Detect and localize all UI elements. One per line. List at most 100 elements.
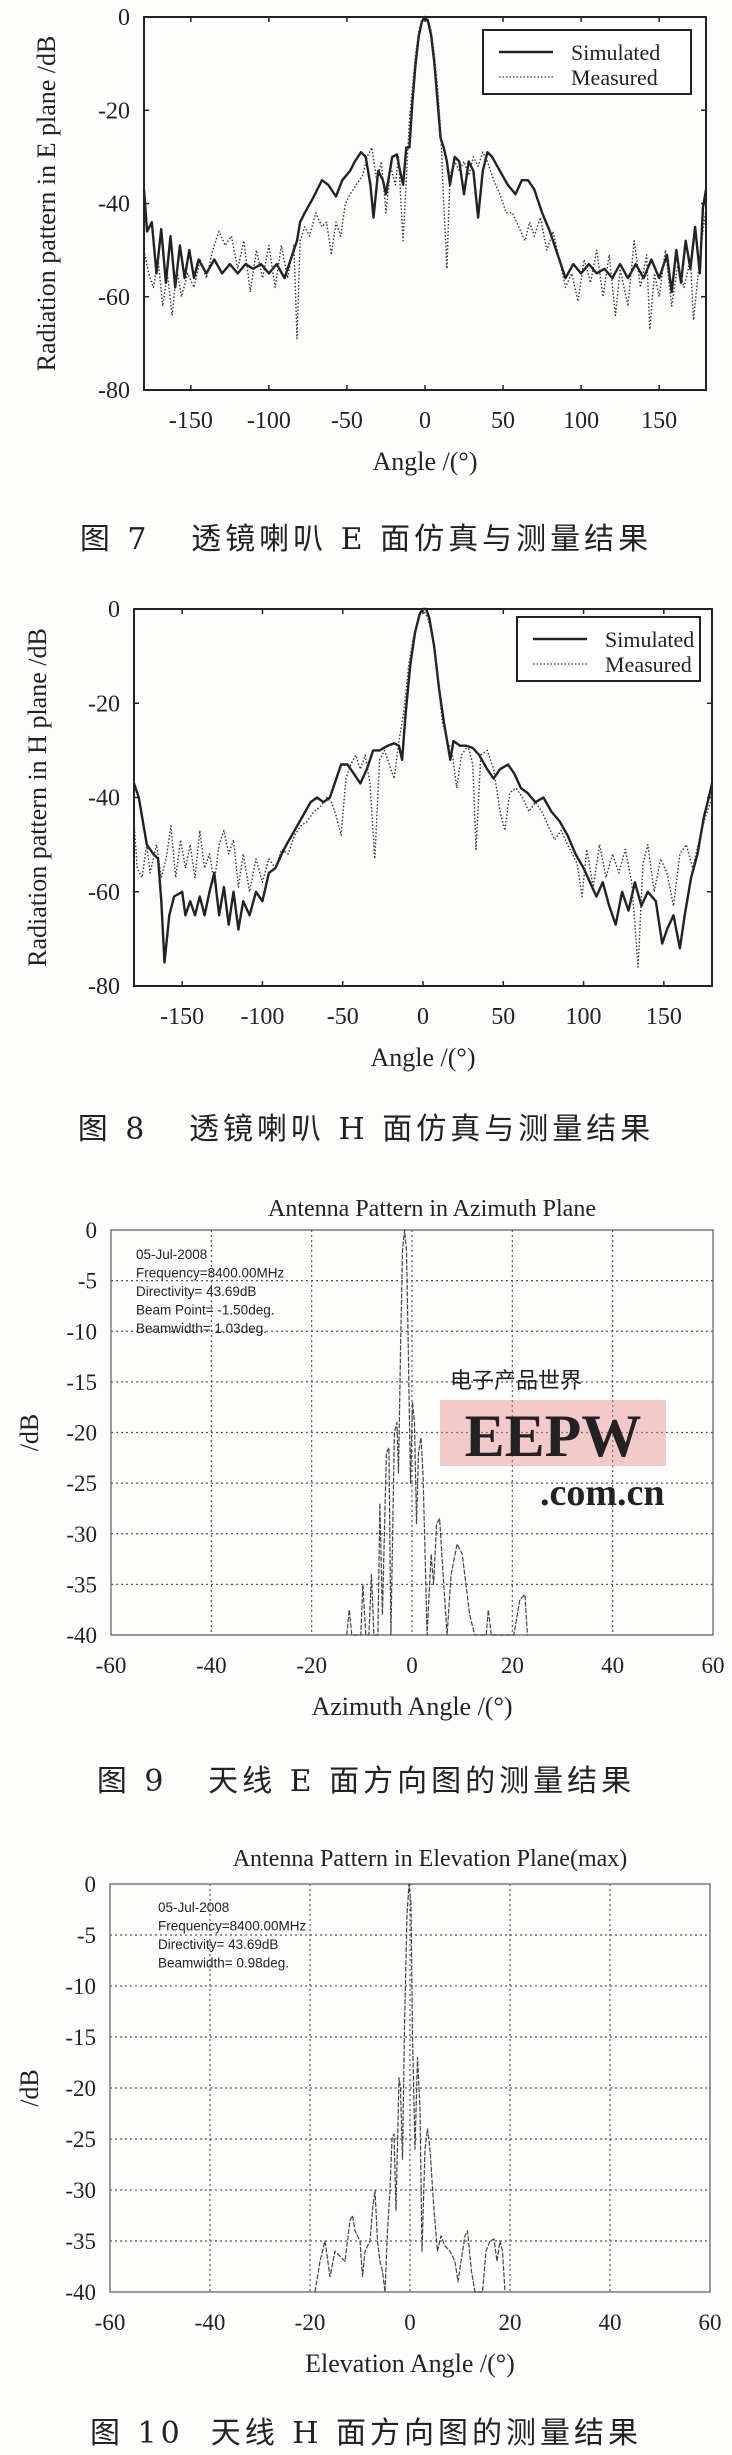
x-tick-label: -100 <box>240 1004 284 1030</box>
x-tick-label: -60 <box>95 2310 126 2335</box>
x-tick-label: 50 <box>491 1004 515 1030</box>
y-tick-label: -40 <box>65 2280 96 2305</box>
watermark-tagline: 电子产品世界 <box>450 1368 582 1393</box>
watermark-logo-text: EEPW <box>465 1403 642 1469</box>
x-tick-label: -40 <box>195 2310 226 2335</box>
watermark-logo-block <box>440 1400 666 1466</box>
legend-label-measured: Measured <box>571 65 658 90</box>
annotation-text: 05-Jul-2008 <box>158 1900 229 1915</box>
annotation-text: Frequency=8400.00MHz <box>158 1919 306 1934</box>
x-tick-label: 20 <box>499 2310 522 2335</box>
x-tick-label: -50 <box>331 408 363 434</box>
x-tick-label: -150 <box>160 1004 204 1030</box>
x-tick-label: 0 <box>406 1653 418 1678</box>
series-line-simulated <box>142 15 708 294</box>
chart-1: -150 -100 -50 0 50 100 150 0 -20 -40 -60 -80 Angle /… <box>32 5 708 476</box>
y-axis-label: Radiation pattern in E plane /dB <box>32 36 61 372</box>
y-axis-label: Radiation pattern in H plane /dB <box>23 628 52 967</box>
watermark-domain: .com.cn <box>540 1472 665 1514</box>
x-tick-label: -150 <box>169 408 213 434</box>
y-tick-label: -15 <box>66 1370 97 1395</box>
annotation-text: Frequency=8400.00MHz <box>136 1266 284 1281</box>
x-tick-label: 0 <box>404 2310 416 2335</box>
y-tick-label: -35 <box>65 2229 96 2254</box>
x-tick-label: 100 <box>566 1004 602 1030</box>
x-tick-label: 40 <box>601 1653 624 1678</box>
y-tick-label: -30 <box>65 2178 96 2203</box>
y-tick-label: 0 <box>118 5 130 31</box>
x-tick-label: -60 <box>96 1653 127 1678</box>
x-tick-label: -100 <box>247 408 291 434</box>
y-tick-label: -25 <box>66 1471 97 1496</box>
chart-3: -60 -40 -20 0 20 40 60 0 -5 -10 -15 -20 -25 -30 -35 -40… <box>15 1196 725 1721</box>
y-tick-label: -80 <box>98 378 130 404</box>
chart-2: -150 -100 -50 0 50 100 150 0 -20 -40 -60 -80 Angle /… <box>23 597 714 1072</box>
x-tick-label: -20 <box>296 1653 327 1678</box>
x-tick-label: 150 <box>646 1004 682 1030</box>
x-axis-label: Angle /(°) <box>373 447 478 476</box>
series-line-pattern <box>314 1883 506 2293</box>
annotation-text: Beamwidth= 1.03deg. <box>136 1321 267 1336</box>
y-tick-label: 0 <box>86 1218 98 1243</box>
x-tick-label: 60 <box>702 1653 725 1678</box>
y-tick-label: -10 <box>66 1319 97 1344</box>
legend-label-simulated: Simulated <box>605 627 694 652</box>
y-tick-label: 0 <box>108 597 120 623</box>
y-tick-label: -20 <box>88 691 120 717</box>
figure-7-caption: 图 7 透镜喇叭 E 面仿真与测量结果 <box>79 522 653 557</box>
y-tick-label: -5 <box>78 1269 97 1294</box>
y-tick-label: -60 <box>88 880 120 906</box>
legend-box <box>482 29 692 95</box>
y-tick-label: -20 <box>98 98 130 124</box>
y-tick-label: -20 <box>66 1421 97 1446</box>
x-tick-label: 0 <box>419 408 431 434</box>
series-line-measured <box>133 608 713 968</box>
y-tick-label: 0 <box>85 1872 97 1897</box>
series-line-pattern <box>346 1229 528 1636</box>
y-axis-label: /dB <box>15 2069 44 2107</box>
annotation-text: Directivity= 43.69dB <box>158 1937 278 1952</box>
legend-label-measured: Measured <box>605 652 692 677</box>
x-tick-label: -20 <box>295 2310 326 2335</box>
x-tick-label: 50 <box>491 408 515 434</box>
y-tick-label: -40 <box>66 1623 97 1648</box>
y-tick-label: -40 <box>98 192 130 218</box>
y-tick-label: -30 <box>66 1522 97 1547</box>
x-tick-label: 0 <box>417 1004 429 1030</box>
y-tick-label: -20 <box>65 2076 96 2101</box>
series-line-simulated <box>132 607 714 964</box>
legend-label-simulated: Simulated <box>571 40 660 65</box>
eepw-watermark: EEPW 电子产品世界 .com.cn <box>440 1368 666 1514</box>
x-tick-label: 150 <box>641 408 677 434</box>
x-axis-label: Angle /(°) <box>371 1043 476 1072</box>
x-tick-label: -40 <box>196 1653 227 1678</box>
x-axis-label: Azimuth Angle /(°) <box>311 1692 512 1721</box>
y-tick-label: -15 <box>65 2025 96 2050</box>
y-tick-label: -25 <box>65 2127 96 2152</box>
y-tick-label: -5 <box>77 1923 96 1948</box>
legend-box <box>516 616 701 682</box>
figure-10-caption: 图 10 天线 H 面方向图的测量结果 <box>89 2416 643 2451</box>
x-tick-label: 60 <box>699 2310 722 2335</box>
figure-9-caption: 图 9 天线 E 面方向图的测量结果 <box>96 1764 636 1799</box>
y-tick-label: -10 <box>65 1974 96 1999</box>
plot-frame <box>110 1229 714 1636</box>
series-line-measured <box>143 16 707 340</box>
x-tick-label: 40 <box>599 2310 622 2335</box>
chart-4: -60 -40 -20 0 20 40 60 0 -5 -10 -15 -20 -25 -30 -35 -40… <box>15 1846 722 2378</box>
chart-title: Antenna Pattern in Azimuth Plane <box>268 1196 596 1222</box>
y-tick-label: -35 <box>66 1572 97 1597</box>
y-tick-label: -80 <box>88 974 120 1000</box>
figure-8-caption: 图 8 透镜喇叭 H 面仿真与测量结果 <box>77 1112 655 1147</box>
plot-frame <box>109 1883 711 2293</box>
annotation-text: 05-Jul-2008 <box>136 1247 207 1262</box>
x-tick-label: 100 <box>563 408 599 434</box>
x-tick-label: -50 <box>327 1004 359 1030</box>
x-axis-label: Elevation Angle /(°) <box>305 2349 515 2378</box>
y-axis-label: /dB <box>15 1414 44 1452</box>
annotation-text: Directivity= 43.69dB <box>136 1284 256 1299</box>
